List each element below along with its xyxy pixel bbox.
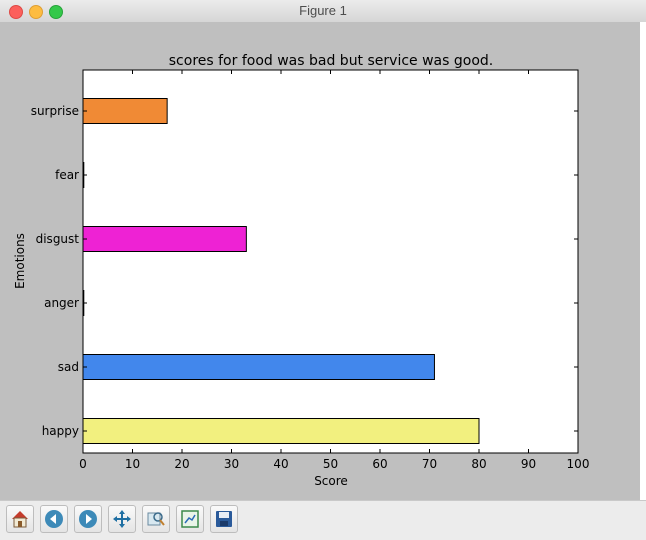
x-tick-label: 30: [224, 457, 239, 471]
bar-chart: scores for food was bad but service was …: [13, 53, 590, 488]
save-icon: [216, 511, 232, 527]
x-tick-label: 100: [567, 457, 590, 471]
back-icon: [45, 510, 63, 528]
forward-icon: [79, 510, 97, 528]
home-button[interactable]: [6, 505, 34, 533]
configure-subplots-icon: [181, 510, 199, 528]
navigation-toolbar: [0, 500, 646, 540]
bar-surprise: [82, 98, 168, 124]
y-tick-label-anger: anger: [44, 296, 79, 310]
pan-button[interactable]: [108, 505, 136, 533]
chart-title: scores for food was bad but service was …: [169, 53, 493, 69]
home-icon: [12, 511, 28, 528]
x-tick-label: 50: [323, 457, 338, 471]
y-tick-label-happy: happy: [42, 424, 79, 438]
plot-area: [82, 69, 579, 454]
title-bar: Figure 1: [0, 0, 646, 23]
configure-subplots-button[interactable]: [176, 505, 204, 533]
x-tick-label: 70: [422, 457, 437, 471]
save-button[interactable]: [210, 505, 238, 533]
zoom-button[interactable]: [142, 505, 170, 533]
y-tick-label-fear: fear: [55, 168, 79, 182]
minimize-window-button[interactable]: [29, 5, 43, 19]
back-button[interactable]: [40, 505, 68, 533]
x-tick-label: 80: [471, 457, 486, 471]
x-tick-label: 0: [79, 457, 87, 471]
zoom-icon: [147, 512, 165, 526]
x-tick-label: 10: [125, 457, 140, 471]
bar-disgust: [82, 226, 247, 252]
pan-icon: [113, 510, 131, 528]
bar-happy: [82, 418, 480, 444]
y-tick-label-sad: sad: [58, 360, 79, 374]
bar-sad: [82, 354, 435, 380]
x-tick-label: 20: [174, 457, 189, 471]
close-window-button[interactable]: [9, 5, 23, 19]
background-window-strip: [640, 22, 646, 502]
x-tick-label: 90: [521, 457, 536, 471]
x-tick-label: 40: [273, 457, 288, 471]
x-tick-label: 60: [372, 457, 387, 471]
x-axis-label: Score: [314, 474, 348, 488]
y-tick-label-surprise: surprise: [31, 104, 79, 118]
forward-button[interactable]: [74, 505, 102, 533]
maximize-window-button[interactable]: [49, 5, 63, 19]
window-title: Figure 1: [299, 3, 347, 18]
figure-canvas[interactable]: scores for food was bad but service was …: [0, 22, 640, 500]
y-axis-label: Emotions: [13, 233, 27, 289]
y-tick-label-disgust: disgust: [36, 232, 80, 246]
